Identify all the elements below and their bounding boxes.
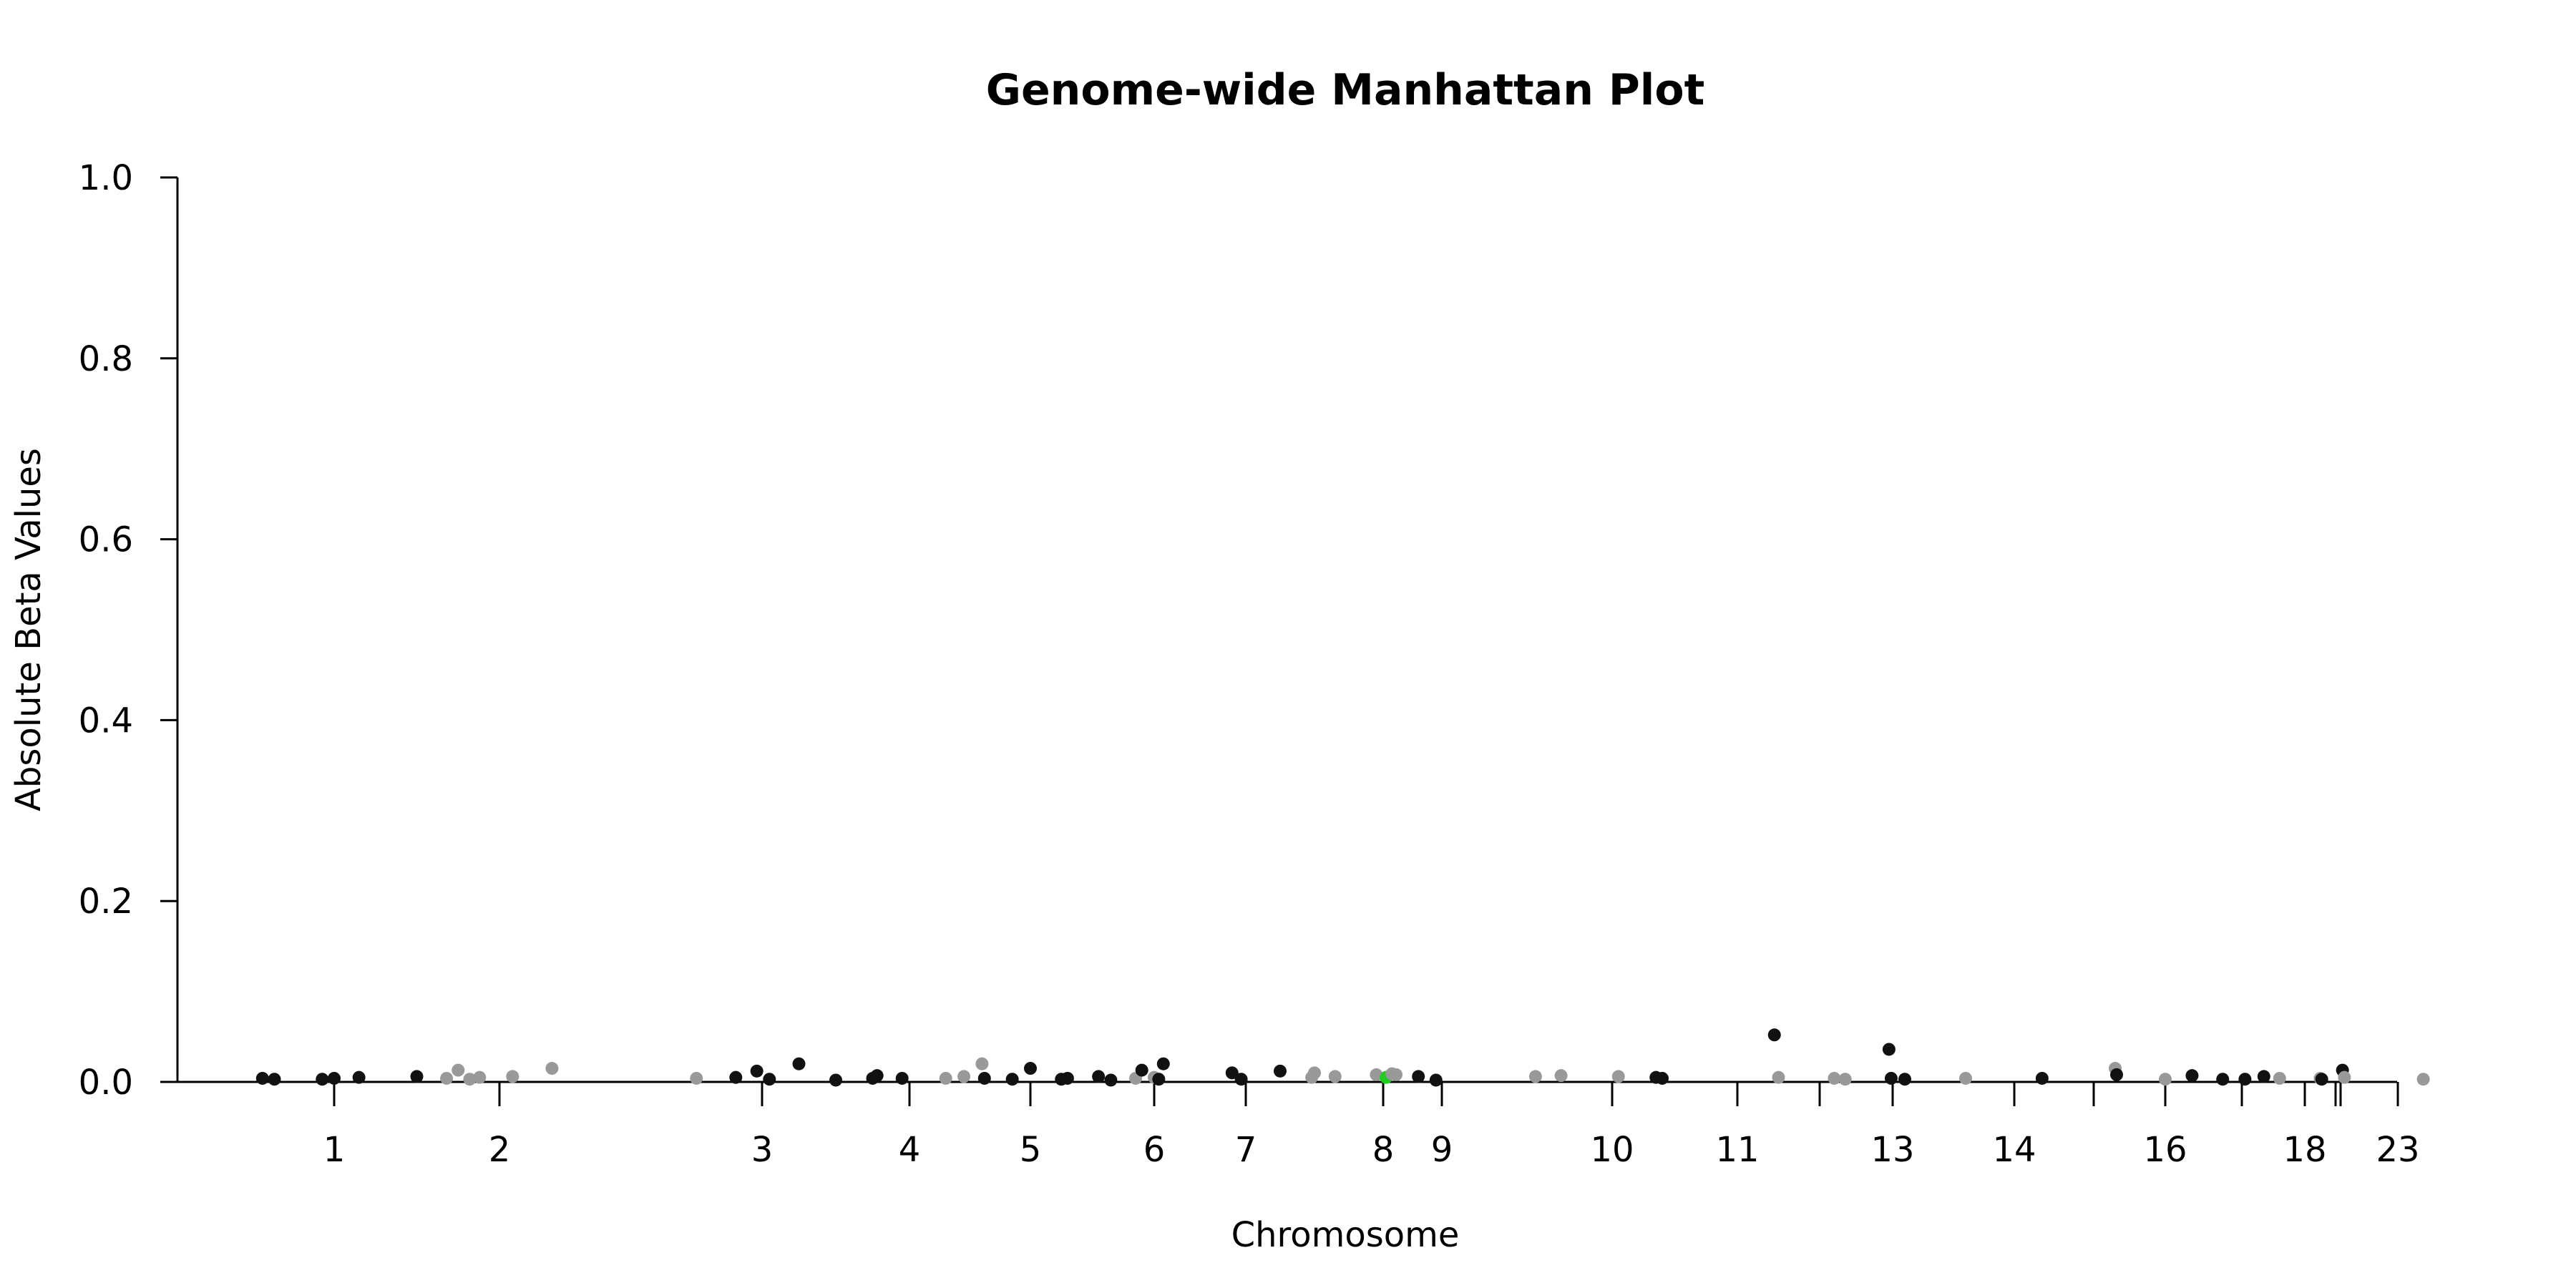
x-tick-label: 8 [1372, 1130, 1395, 1170]
data-point [1370, 1068, 1383, 1081]
y-tick-label: 1.0 [79, 158, 133, 198]
data-point [2035, 1071, 2049, 1085]
data-point [2216, 1073, 2230, 1086]
data-point [2238, 1073, 2252, 1086]
data-point [1611, 1070, 1625, 1083]
data-point [2273, 1071, 2286, 1085]
data-point [1234, 1073, 1248, 1086]
x-tick-label: 16 [2143, 1130, 2187, 1170]
data-point [440, 1071, 454, 1085]
data-point [939, 1071, 952, 1085]
data-point [506, 1070, 519, 1083]
x-tick-label: 7 [1235, 1130, 1257, 1170]
data-point [1005, 1073, 1019, 1086]
data-point [1767, 1028, 1781, 1042]
data-point [690, 1071, 703, 1085]
data-point [1828, 1071, 1841, 1085]
data-point [1772, 1070, 1785, 1084]
data-point [1274, 1064, 1287, 1078]
data-point [2257, 1070, 2270, 1083]
y-tick-label: 0.4 [79, 701, 133, 741]
data-point [1656, 1071, 1669, 1085]
chart-title: Genome-wide Manhattan Plot [986, 65, 1705, 115]
data-point [1156, 1057, 1170, 1070]
x-tick-label: 2 [489, 1130, 511, 1170]
data-point [1135, 1063, 1148, 1077]
data-point [452, 1063, 465, 1077]
data-points [255, 1028, 2430, 1087]
data-point [870, 1069, 884, 1083]
data-point [316, 1073, 329, 1086]
data-point [1412, 1070, 1425, 1083]
data-point [1328, 1070, 1342, 1083]
x-tick-label: 1 [323, 1130, 346, 1170]
x-tick-label: 4 [899, 1130, 921, 1170]
data-point [1898, 1073, 1911, 1086]
data-point [463, 1073, 477, 1086]
x-tick-label: 10 [1590, 1130, 1634, 1170]
data-point [2416, 1073, 2430, 1086]
x-tick-label: 14 [1992, 1130, 2036, 1170]
data-point [1528, 1070, 1542, 1083]
data-point [729, 1070, 743, 1084]
x-tick-label: 23 [2376, 1130, 2419, 1170]
x-tick-label: 18 [2283, 1130, 2326, 1170]
data-point [1390, 1068, 1403, 1081]
data-point [1959, 1071, 1972, 1085]
data-point [1060, 1071, 1074, 1085]
data-point [977, 1071, 991, 1085]
data-point [1152, 1073, 1166, 1086]
data-point [2185, 1069, 2199, 1083]
data-point [268, 1073, 281, 1086]
x-tick-label: 6 [1143, 1130, 1166, 1170]
y-tick-label: 0.6 [79, 520, 133, 560]
data-point [1308, 1066, 1321, 1080]
x-tick-label: 3 [751, 1130, 774, 1170]
data-point [1838, 1073, 1852, 1086]
data-point [763, 1073, 776, 1086]
data-point [1024, 1062, 1037, 1075]
data-point [2338, 1070, 2351, 1084]
x-axis-label: Chromosome [1231, 1215, 1460, 1255]
data-point [2110, 1068, 2123, 1081]
data-point [352, 1070, 366, 1084]
data-point [1104, 1073, 1118, 1087]
data-point [1554, 1069, 1568, 1083]
data-point [829, 1073, 842, 1087]
data-point [545, 1062, 559, 1075]
data-point [328, 1071, 341, 1085]
data-point [895, 1071, 909, 1085]
data-point [1882, 1043, 1896, 1056]
data-point [255, 1071, 269, 1085]
data-point [2315, 1073, 2328, 1086]
x-tick-label: 13 [1870, 1130, 1914, 1170]
data-point [473, 1070, 487, 1084]
x-tick-label: 5 [1020, 1130, 1042, 1170]
data-point [1884, 1071, 1898, 1085]
y-tick-label: 0.8 [79, 339, 133, 379]
x-tick-label: 9 [1431, 1130, 1453, 1170]
x-tick-label: 11 [1715, 1130, 1759, 1170]
data-point [2159, 1073, 2172, 1086]
y-axis-label: Absolute Beta Values [9, 448, 49, 811]
data-point [1429, 1073, 1443, 1087]
axes: 0.00.20.40.60.81.01 2 3 4 5 6 7 8 9 10 11 13 14 16 18 2… [79, 158, 2420, 1170]
data-point [792, 1057, 806, 1070]
data-point [750, 1064, 763, 1078]
data-point [975, 1057, 989, 1070]
data-point [410, 1070, 424, 1083]
y-tick-label: 0.2 [79, 882, 133, 922]
data-point [1092, 1070, 1106, 1083]
y-tick-label: 0.0 [79, 1063, 133, 1103]
data-point [1225, 1066, 1239, 1080]
data-point [957, 1070, 971, 1083]
